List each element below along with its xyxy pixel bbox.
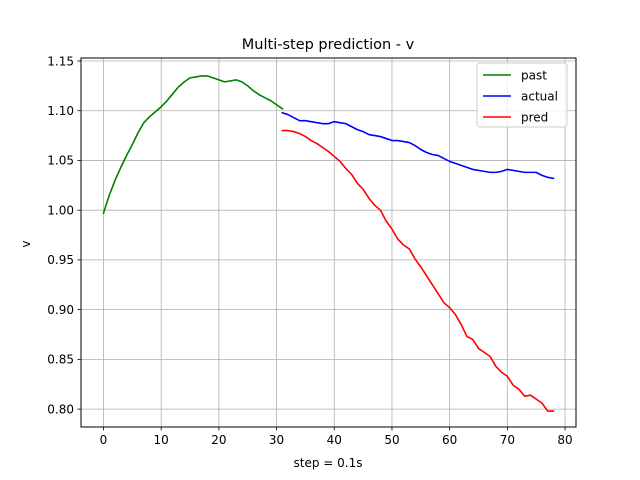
- y-tick-label: 1.10: [47, 104, 74, 118]
- y-tick-label: 0.95: [47, 253, 74, 267]
- series-line-past: [102, 75, 284, 215]
- legend-label-pred: pred: [521, 110, 548, 124]
- y-tick-label: 0.85: [47, 353, 74, 367]
- series-line-actual: [281, 111, 555, 180]
- y-tick-label: 0.90: [47, 303, 74, 317]
- legend-label-past: past: [521, 68, 547, 82]
- legend-label-actual: actual: [521, 89, 558, 103]
- y-tick-label: 1.15: [47, 54, 74, 68]
- plot-frame: [80, 57, 577, 428]
- x-tick-label: 80: [557, 433, 572, 447]
- grid: [81, 58, 576, 427]
- x-tick-label: 50: [384, 433, 399, 447]
- chart-title: Multi-step prediction - v: [242, 37, 415, 53]
- x-tick-label: 0: [100, 433, 108, 447]
- y-tick-label: 0.80: [47, 402, 74, 416]
- y-tick-label: 1.00: [47, 203, 74, 217]
- x-tick-label: 60: [442, 433, 457, 447]
- x-axis-label: step = 0.1s: [294, 456, 363, 470]
- x-tick-label: 40: [327, 433, 342, 447]
- x-tick-label: 20: [211, 433, 226, 447]
- y-tick-label: 1.05: [47, 154, 74, 168]
- legend: past actual pred: [476, 62, 568, 128]
- series-line-pred: [281, 129, 555, 412]
- x-tick-label: 30: [269, 433, 284, 447]
- x-tick-label: 10: [154, 433, 169, 447]
- axis-ticks: 0 10 20 30 40 50 60 70 80 0.80 0.85 0.90 0.95 1.00 1.0…: [47, 54, 572, 447]
- legend-box: [476, 62, 568, 128]
- series-lines: [102, 75, 555, 412]
- x-tick-label: 70: [500, 433, 515, 447]
- y-axis-label: v: [19, 240, 33, 247]
